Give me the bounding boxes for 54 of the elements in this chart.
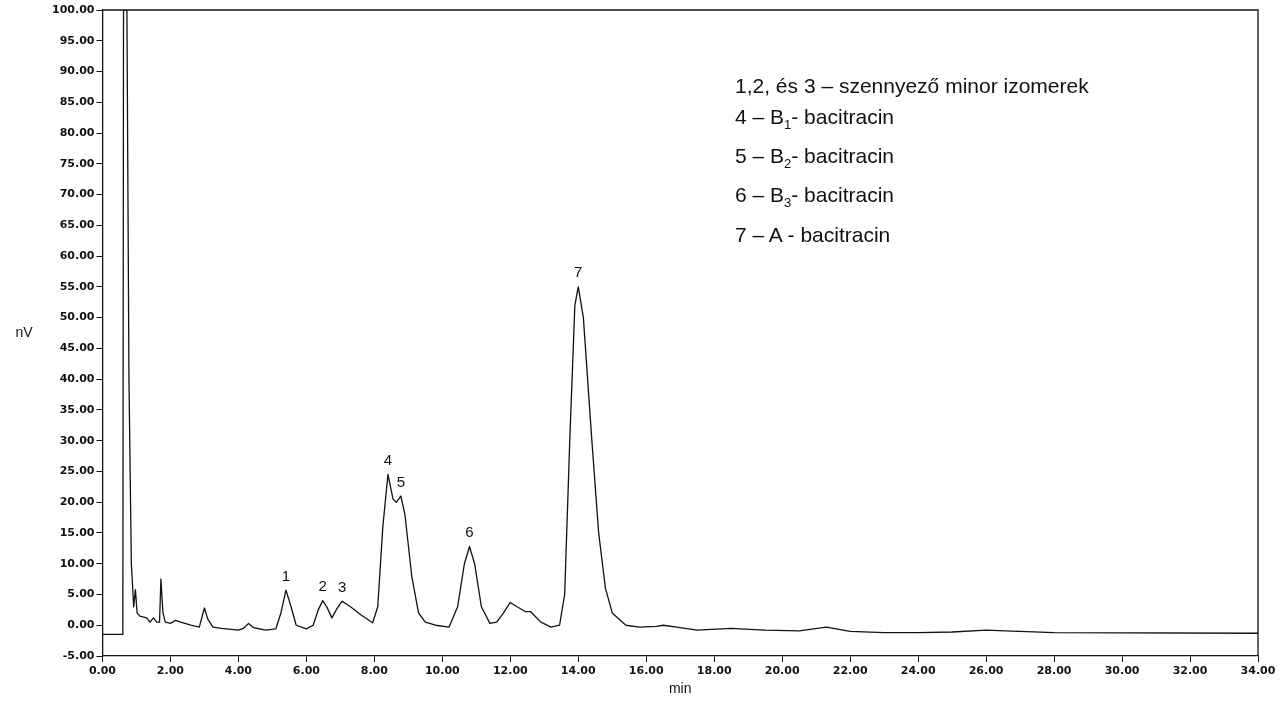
x-tick-label: 24.00 [900, 664, 936, 678]
x-tick-label: 26.00 [968, 664, 1004, 678]
annotation: 1 [281, 566, 291, 584]
y-tick-label: 70.00 [59, 187, 95, 201]
x-tick-label: 28.00 [1036, 664, 1072, 678]
y-tick-label: 35.00 [59, 402, 95, 416]
y-tick-label: 25.00 [59, 464, 95, 478]
annotation: 2 [318, 577, 327, 595]
x-tick-label: 30.00 [1104, 664, 1140, 678]
annotation: 4 – B$_{1}$- bacitracin [735, 104, 895, 135]
x-tick-label: 2.00 [156, 664, 185, 678]
x-tick-label: 20.00 [764, 664, 800, 678]
y-tick-label: 0.00 [67, 618, 95, 632]
y-tick-label: 65.00 [59, 218, 95, 232]
y-tick-label: 55.00 [59, 279, 95, 293]
annotation: 5 – B$_{2}$- bacitracin [735, 143, 895, 174]
annotation: 6 – B$_{3}$- bacitracin [735, 182, 895, 213]
x-tick-label: 32.00 [1172, 664, 1208, 678]
x-tick-label: 12.00 [492, 664, 529, 678]
y-tick-label: 50.00 [59, 310, 95, 324]
y-tick-label: 30.00 [59, 433, 95, 447]
y-tick-label: 10.00 [59, 556, 95, 570]
annotation: 7 – A - bacitracin [735, 221, 892, 248]
annotation: 7 [574, 263, 583, 281]
x-tick-label: 6.00 [292, 664, 321, 678]
y-tick-label: 15.00 [59, 525, 95, 539]
x-tick-label: 18.00 [696, 664, 732, 678]
x-tick-label: 0.00 [88, 664, 117, 678]
x-tick-label: 22.00 [832, 664, 868, 678]
y-tick-label: 45.00 [59, 341, 95, 355]
x-tick-label: 14.00 [560, 664, 597, 678]
annotation: 6 [465, 523, 474, 541]
x-axis-title: min [668, 680, 692, 697]
y-tick-label: 60.00 [59, 248, 95, 262]
annotation: 3 [337, 577, 347, 595]
annotation: 1,2, és 3 – szennyező minor izomerek [735, 73, 1089, 99]
y-tick-label: 5.00 [67, 587, 95, 601]
y-tick-label: 40.00 [59, 372, 95, 385]
y-tick-label: -5.00 [62, 648, 95, 662]
y-tick-label: 80.00 [59, 125, 95, 139]
x-tick-label: 16.00 [628, 664, 664, 678]
y-axis-title: nV [15, 323, 34, 340]
annotation: 4 [383, 451, 393, 469]
y-tick-label: 90.00 [59, 64, 95, 78]
y-tick-label: 20.00 [59, 495, 95, 509]
x-tick-label: 10.00 [424, 664, 461, 678]
x-tick-label: 4.00 [224, 664, 253, 678]
y-tick-label: 75.00 [59, 156, 95, 170]
y-tick-label: 100.00 [51, 2, 95, 16]
annotation: 5 [396, 472, 406, 490]
y-tick-label: 95.00 [59, 33, 95, 47]
y-tick-label: 85.00 [59, 95, 95, 109]
x-tick-label: 8.00 [360, 664, 389, 678]
x-tick-label: 34.00 [1240, 664, 1276, 678]
